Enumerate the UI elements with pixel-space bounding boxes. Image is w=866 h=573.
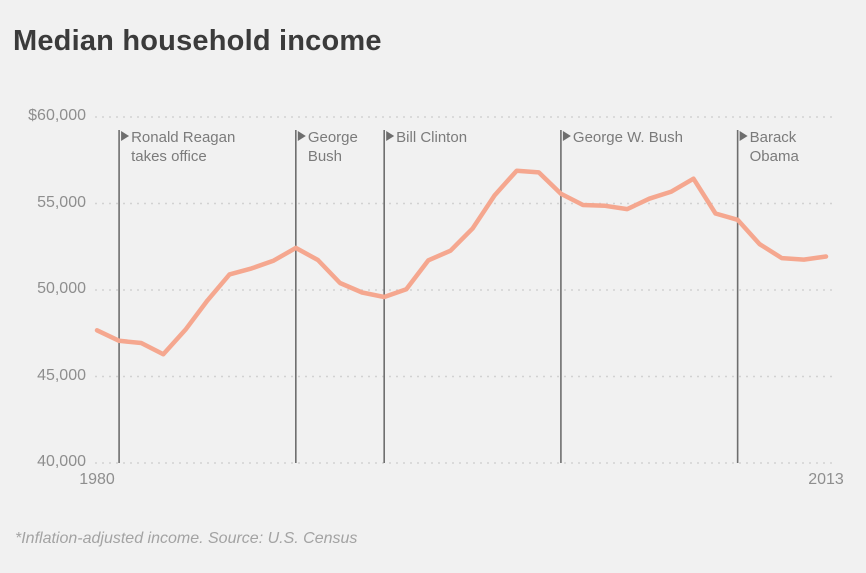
president-label-barack-obama: Barack Obama <box>750 128 799 166</box>
event-arrow-icon <box>121 131 130 141</box>
president-label-line: George W. Bush <box>572 129 683 146</box>
president-label-line: Obama <box>749 148 799 165</box>
chart-title: Median household income <box>13 25 382 57</box>
y-tick-label-55000: 55,000 <box>37 193 86 211</box>
event-arrow-icon <box>562 131 571 141</box>
president-label-line: Bill Clinton <box>396 129 468 146</box>
president-label-bill-clinton: Bill Clinton <box>396 128 467 147</box>
median-income-line <box>94 168 829 357</box>
y-tick-label-45000: 45,000 <box>37 366 86 384</box>
x-tick-label-1980: 1980 <box>79 471 115 488</box>
event-arrow-icon <box>386 131 395 141</box>
president-label-line: Barack <box>749 129 797 146</box>
president-label-george-bush: George Bush <box>308 128 358 166</box>
president-label-george-w-bush: George W. Bush <box>573 128 683 147</box>
president-label-line: George <box>307 129 358 146</box>
president-label-line: Bush <box>307 148 343 165</box>
president-label-ronald-reagan: Ronald Reagan takes office <box>131 128 235 166</box>
source-footnote: *Inflation-adjusted income. Source: U.S.… <box>15 530 358 547</box>
president-label-line: takes office <box>131 148 207 165</box>
y-tick-label-60000: $60,000 <box>28 107 86 124</box>
president-label-line: Ronald Reagan <box>131 129 236 146</box>
x-tick-label-2013: 2013 <box>808 471 844 488</box>
y-tick-label-50000: 50,000 <box>37 280 86 297</box>
y-tick-label-40000: 40,000 <box>37 453 86 470</box>
event-arrow-icon <box>739 131 748 141</box>
event-arrow-icon <box>297 131 306 141</box>
